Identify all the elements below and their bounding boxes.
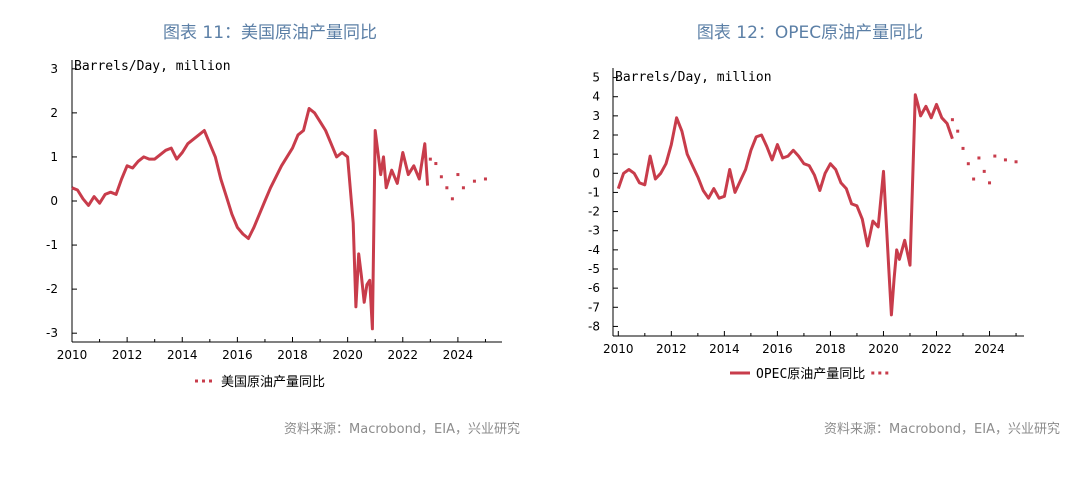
forecast-point	[428, 157, 432, 161]
forecast-point	[439, 175, 443, 179]
x-tick-label: 2024	[443, 348, 474, 362]
y-tick-label: -1	[46, 238, 58, 252]
forecast-point	[483, 177, 487, 181]
forecast-point	[1003, 158, 1007, 162]
forecast-point	[977, 156, 981, 160]
x-tick-label: 2020	[868, 342, 899, 356]
forecast-point	[988, 181, 992, 185]
x-tick-label: 2018	[815, 342, 846, 356]
x-tick-label: 2018	[277, 348, 308, 362]
y-tick-label: 3	[592, 109, 600, 123]
y-tick-label: -3	[46, 326, 58, 340]
y-tick-label: 2	[592, 128, 600, 142]
forecast-point	[434, 162, 438, 166]
forecast-point	[1014, 160, 1018, 164]
forecast-point	[993, 154, 997, 158]
forecast-point	[956, 129, 960, 133]
forecast-point	[972, 177, 976, 181]
x-tick-label: 2012	[656, 342, 687, 356]
forecast-point	[461, 186, 465, 190]
x-tick-label: 2022	[387, 348, 418, 362]
forecast-point	[445, 186, 449, 190]
panel-opec: 图表 12：OPEC原油产量同比 5 4 3 2 1 0 -1 -2 -3 -4 -5 -6 -7 -8 2…	[540, 0, 1080, 479]
legend-swatch-dotted	[885, 371, 889, 375]
x-tick-label: 2022	[921, 342, 952, 356]
forecast-point	[450, 197, 454, 201]
y-tick-label: 0	[592, 166, 600, 180]
forecast-point	[456, 173, 460, 177]
y-tick-label: 2	[50, 106, 58, 120]
x-tick-label: 2014	[167, 348, 198, 362]
y-tick-label: 3	[50, 62, 58, 76]
legend-swatch-dotted	[195, 379, 198, 383]
y-tick-label: -1	[588, 185, 600, 199]
forecast-point	[472, 179, 476, 183]
series-line	[616, 93, 954, 317]
y-tick-label: -3	[588, 224, 600, 238]
us-crude-yoy-chart: 3 2 1 0 -1 -2 -3 2010 2012 2014 2016 2018 2020 2022 20…	[46, 59, 502, 390]
x-tick-label: 2016	[222, 348, 253, 362]
legend-swatch-dotted	[878, 371, 882, 375]
forecast-point	[950, 118, 954, 122]
legend-swatch-dotted	[871, 371, 875, 375]
y-tick-label: 0	[50, 194, 58, 208]
y-tick-label: -7	[588, 300, 600, 314]
x-tick-label: 2014	[709, 342, 740, 356]
y-tick-label: 4	[592, 90, 600, 104]
figure-title: 图表 12：OPEC原油产量同比	[696, 23, 924, 43]
y-tick-label: -2	[588, 205, 600, 219]
legend-swatch-dotted	[209, 379, 212, 383]
source-note: 资料来源：Macrobond，EIA，兴业研究	[284, 422, 520, 437]
x-tick-label: 2010	[603, 342, 634, 356]
figure-title: 图表 11：美国原油产量同比	[162, 23, 378, 43]
unit-label: Barrels/Day, million	[615, 70, 772, 85]
y-tick-label: 1	[592, 147, 600, 161]
x-tick-label: 2024	[974, 342, 1005, 356]
y-tick-label: -4	[588, 243, 600, 257]
x-tick-label: 2016	[762, 342, 793, 356]
x-tick-label: 2010	[57, 348, 88, 362]
forecast-point	[961, 146, 965, 150]
source-note: 资料来源：Macrobond，EIA，兴业研究	[824, 422, 1060, 437]
y-tick-label: 1	[50, 150, 58, 164]
x-tick-label: 2012	[112, 348, 143, 362]
legend-swatch-dotted	[202, 379, 205, 383]
legend-label: 美国原油产量同比	[221, 375, 325, 390]
y-tick-label: -8	[588, 319, 600, 333]
y-tick-label: -2	[46, 282, 58, 296]
forecast-point	[982, 169, 986, 173]
forecast-point	[966, 162, 970, 166]
y-tick-label: -5	[588, 262, 600, 276]
panel-us: 图表 11：美国原油产量同比 3 2 1 0 -1 -2 -3 2010 2012 2014 201…	[46, 23, 520, 437]
legend-label: OPEC原油产量同比	[756, 367, 865, 382]
y-tick-label: -6	[588, 281, 600, 295]
series-line	[71, 107, 430, 331]
unit-label: Barrels/Day, million	[74, 59, 231, 74]
y-tick-label: 5	[592, 71, 600, 85]
x-tick-label: 2020	[332, 348, 363, 362]
